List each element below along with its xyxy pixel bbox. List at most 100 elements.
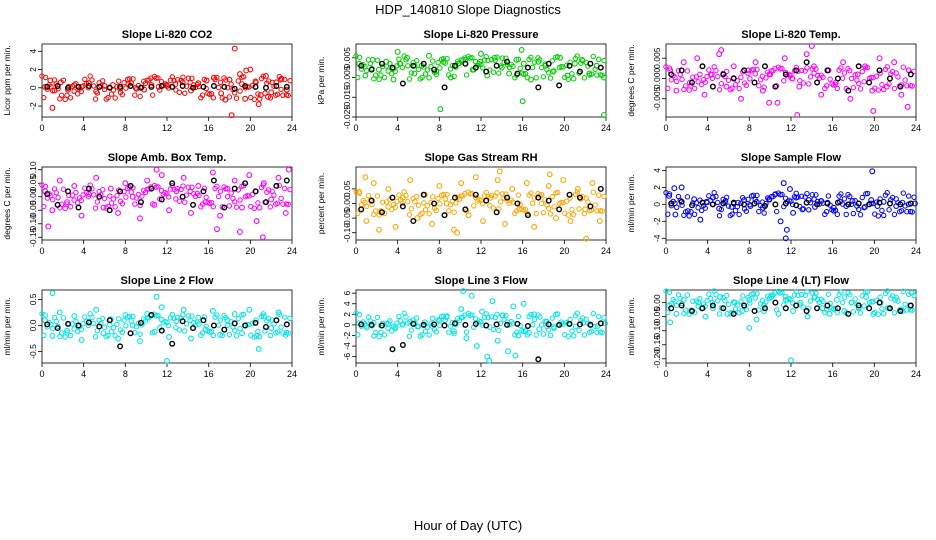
y-tick-label: 0.5 bbox=[28, 293, 38, 305]
data-point bbox=[236, 71, 243, 78]
data-point bbox=[411, 70, 418, 77]
data-point bbox=[49, 290, 56, 297]
data-point bbox=[793, 67, 800, 74]
data-point bbox=[413, 193, 420, 200]
data-point bbox=[503, 312, 509, 319]
data-point bbox=[596, 218, 603, 224]
data-point bbox=[723, 83, 730, 90]
data-point bbox=[93, 88, 100, 95]
data-point bbox=[210, 204, 217, 210]
data-point bbox=[841, 70, 848, 76]
data-point bbox=[493, 321, 500, 328]
data-point bbox=[356, 188, 363, 195]
data-point bbox=[239, 204, 245, 211]
data-point bbox=[58, 330, 65, 336]
data-point bbox=[115, 210, 121, 216]
data-point bbox=[574, 310, 580, 316]
x-tick-label: 24 bbox=[911, 123, 921, 133]
data-point bbox=[282, 331, 289, 338]
data-point bbox=[520, 60, 527, 67]
data-point bbox=[253, 218, 260, 225]
data-point bbox=[100, 204, 107, 211]
data-point bbox=[224, 85, 231, 91]
series-hourly-median bbox=[358, 320, 604, 363]
data-point bbox=[824, 67, 831, 74]
data-point bbox=[556, 321, 563, 328]
data-point bbox=[215, 322, 222, 328]
data-point bbox=[165, 194, 172, 200]
series-hourly-median bbox=[668, 198, 914, 210]
data-point bbox=[363, 323, 370, 329]
data-point bbox=[453, 200, 459, 206]
data-point bbox=[96, 323, 103, 330]
data-point bbox=[563, 62, 570, 69]
data-point bbox=[91, 83, 97, 89]
data-point bbox=[224, 322, 231, 329]
data-point bbox=[809, 192, 816, 198]
data-point bbox=[518, 46, 525, 53]
data-point bbox=[581, 332, 588, 338]
data-point bbox=[195, 80, 202, 87]
data-point bbox=[731, 299, 737, 305]
y-tick-label: 4 bbox=[342, 301, 352, 306]
data-point bbox=[695, 303, 701, 309]
data-point bbox=[278, 195, 284, 202]
data-point bbox=[267, 204, 274, 210]
data-point bbox=[720, 71, 727, 78]
data-point bbox=[897, 308, 904, 315]
data-point bbox=[56, 177, 63, 184]
data-point bbox=[389, 346, 396, 353]
data-point bbox=[699, 63, 706, 70]
data-point bbox=[531, 59, 538, 65]
data-point bbox=[678, 67, 685, 74]
data-point bbox=[834, 211, 840, 218]
data-point bbox=[546, 327, 552, 333]
data-point bbox=[671, 185, 678, 192]
data-point bbox=[679, 202, 685, 208]
x-tick-label: 16 bbox=[518, 123, 528, 133]
data-point bbox=[490, 326, 497, 333]
x-tick-label: 12 bbox=[786, 123, 796, 133]
series-all-slopes bbox=[356, 288, 608, 364]
data-point bbox=[399, 64, 406, 71]
data-point bbox=[674, 204, 680, 210]
data-point bbox=[775, 310, 782, 317]
data-point bbox=[203, 323, 209, 329]
data-point bbox=[65, 84, 72, 91]
x-tick-label: 16 bbox=[204, 123, 214, 133]
data-point bbox=[567, 195, 573, 201]
data-point bbox=[680, 59, 687, 66]
data-point bbox=[528, 311, 534, 318]
data-point bbox=[861, 204, 867, 211]
x-tick-label: 24 bbox=[601, 246, 611, 256]
data-point bbox=[566, 191, 573, 198]
data-point bbox=[44, 83, 51, 90]
x-tick-label: 24 bbox=[287, 246, 297, 256]
data-point bbox=[42, 83, 49, 90]
data-point bbox=[106, 317, 113, 324]
data-point bbox=[226, 331, 233, 338]
data-point bbox=[362, 72, 369, 79]
data-point bbox=[576, 327, 582, 334]
data-point bbox=[730, 63, 737, 70]
data-point bbox=[262, 324, 269, 331]
data-point bbox=[485, 57, 491, 64]
y-tick-label: -2 bbox=[652, 217, 662, 225]
data-point bbox=[717, 294, 724, 300]
data-point bbox=[73, 189, 79, 196]
data-point bbox=[542, 197, 548, 203]
y-tick-label: 0 bbox=[28, 85, 38, 90]
data-point bbox=[747, 300, 753, 306]
series-all-slopes bbox=[356, 168, 603, 242]
x-tick-label: 16 bbox=[828, 369, 838, 379]
x-tick-label: 0 bbox=[353, 369, 358, 379]
data-point bbox=[725, 301, 732, 308]
data-point bbox=[850, 84, 857, 91]
data-point bbox=[483, 197, 490, 204]
series-hourly-median bbox=[358, 58, 604, 91]
data-point bbox=[567, 218, 574, 224]
data-point bbox=[799, 206, 806, 213]
x-tick-label: 0 bbox=[39, 246, 44, 256]
data-point bbox=[665, 211, 671, 217]
